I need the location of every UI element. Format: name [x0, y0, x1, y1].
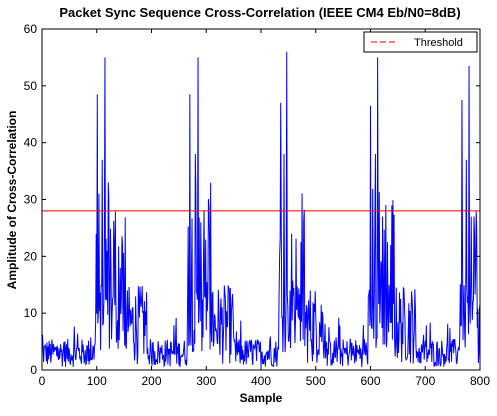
- y-axis-label: Amplitude of Cross-Correlation: [5, 111, 19, 290]
- x-tick-label: 0: [39, 374, 46, 388]
- x-tick-label: 500: [306, 374, 326, 388]
- plot-area: [42, 29, 480, 370]
- y-tick-label: 10: [24, 306, 38, 320]
- y-tick-label: 0: [30, 363, 37, 377]
- x-tick-label: 300: [196, 374, 216, 388]
- x-tick-label: 400: [251, 374, 271, 388]
- legend-threshold-label: Threshold: [414, 37, 463, 49]
- x-tick-label: 100: [87, 374, 107, 388]
- series-layer: [41, 51, 481, 368]
- x-axis-label: Sample: [240, 391, 283, 405]
- legend: Threshold: [363, 31, 478, 53]
- x-tick-label: 200: [141, 374, 161, 388]
- y-tick-label: 60: [24, 22, 38, 36]
- legend-box: [363, 31, 478, 53]
- y-tick-label: 30: [24, 193, 38, 207]
- y-tick-label: 40: [24, 136, 38, 150]
- x-tick-label: 600: [360, 374, 380, 388]
- chart-title: Packet Sync Sequence Cross-Correlation (…: [59, 5, 460, 20]
- cross-correlation-series-line: [41, 51, 481, 368]
- y-tick-label: 50: [24, 79, 38, 93]
- y-tick-label: 20: [24, 249, 38, 263]
- tick-layer: 0 100 200 300 400 500 600 700 800 0 10 20 30 40 50 60: [24, 22, 491, 388]
- x-tick-label: 700: [415, 374, 435, 388]
- plot-frame: [41, 28, 481, 371]
- x-tick-label: 800: [470, 374, 490, 388]
